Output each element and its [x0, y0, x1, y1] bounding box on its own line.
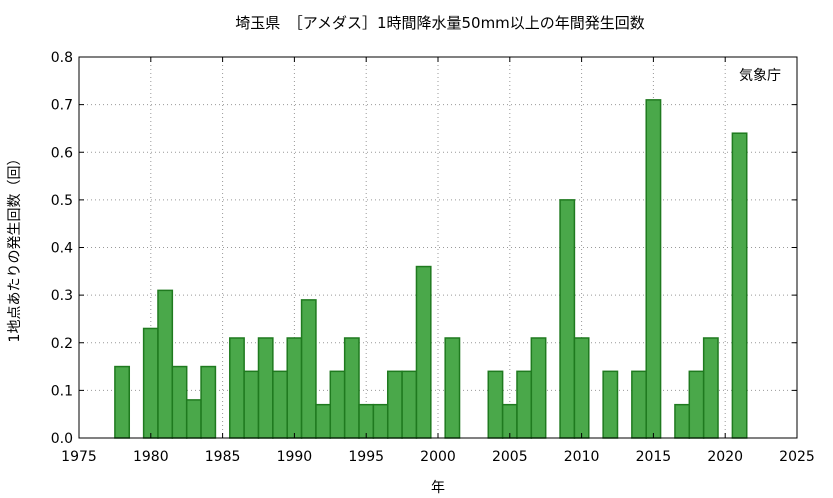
x-tick-label: 1985: [205, 449, 241, 465]
y-axis-label: 1地点あたりの発生回数（回）: [7, 152, 23, 343]
bar-1984: [200, 365, 217, 439]
bar-1998: [401, 370, 418, 439]
x-tick-label: 1975: [61, 449, 97, 465]
bar-2006: [516, 370, 533, 439]
bar-1987: [243, 370, 260, 439]
bar-1978: [114, 365, 131, 439]
bars: [114, 99, 748, 439]
bar-1988: [257, 337, 274, 439]
x-tick-label: 1980: [133, 449, 169, 465]
bar-2009: [559, 199, 576, 439]
bar-2015: [645, 99, 662, 439]
x-axis-label: 年: [431, 480, 445, 496]
y-tick-label: 0.8: [51, 50, 73, 66]
bar-2019: [702, 337, 719, 439]
y-tick-label: 0.4: [51, 241, 73, 257]
bar-1990: [286, 337, 303, 439]
bar-1982: [171, 365, 188, 439]
x-tick-label: 2000: [420, 449, 456, 465]
chart-title: 埼玉県 ［アメダス］1時間降水量50mm以上の年間発生回数: [235, 14, 645, 32]
x-tick-label: 1995: [348, 449, 384, 465]
x-tick-label: 2005: [492, 449, 528, 465]
y-tick-label: 0.3: [51, 288, 73, 304]
bar-1996: [372, 403, 389, 439]
y-tick-label: 0.0: [51, 431, 73, 447]
bar-1995: [358, 403, 375, 439]
bar-2012: [602, 370, 619, 439]
bar-2010: [573, 337, 590, 439]
axis-ticks: 1975 1980 1985 1990 1995 2000 2005 2010 2015 2020…: [51, 50, 815, 465]
bar-1989: [272, 370, 288, 439]
bar-1994: [343, 337, 360, 439]
bar-2004: [487, 370, 504, 439]
source-note: 気象庁: [739, 68, 781, 84]
bar-1991: [300, 299, 317, 439]
bar-2007: [530, 337, 547, 439]
bar-1992: [315, 403, 332, 439]
x-tick-label: 2015: [636, 449, 672, 465]
bar-1993: [329, 370, 346, 439]
y-tick-label: 0.1: [51, 383, 73, 399]
y-tick-label: 0.7: [51, 98, 73, 114]
x-tick-label: 2010: [564, 449, 600, 465]
bar-1980: [142, 327, 159, 439]
bar-2021: [731, 132, 748, 439]
bar-1997: [386, 370, 403, 439]
bar-2001: [444, 337, 461, 439]
bar-1986: [229, 337, 245, 439]
bar-1981: [157, 289, 174, 439]
bar-2017: [674, 403, 691, 439]
bar-2018: [688, 370, 705, 439]
x-tick-label: 2025: [779, 449, 815, 465]
y-tick-label: 0.2: [51, 336, 73, 352]
y-tick-label: 0.6: [51, 145, 73, 161]
y-tick-label: 0.5: [51, 193, 73, 209]
bar-1983: [185, 399, 202, 439]
x-tick-label: 2020: [707, 449, 743, 465]
bar-2014: [631, 370, 647, 439]
x-tick-label: 1990: [277, 449, 313, 465]
bar-1999: [415, 265, 432, 439]
bar-2005: [501, 403, 518, 439]
